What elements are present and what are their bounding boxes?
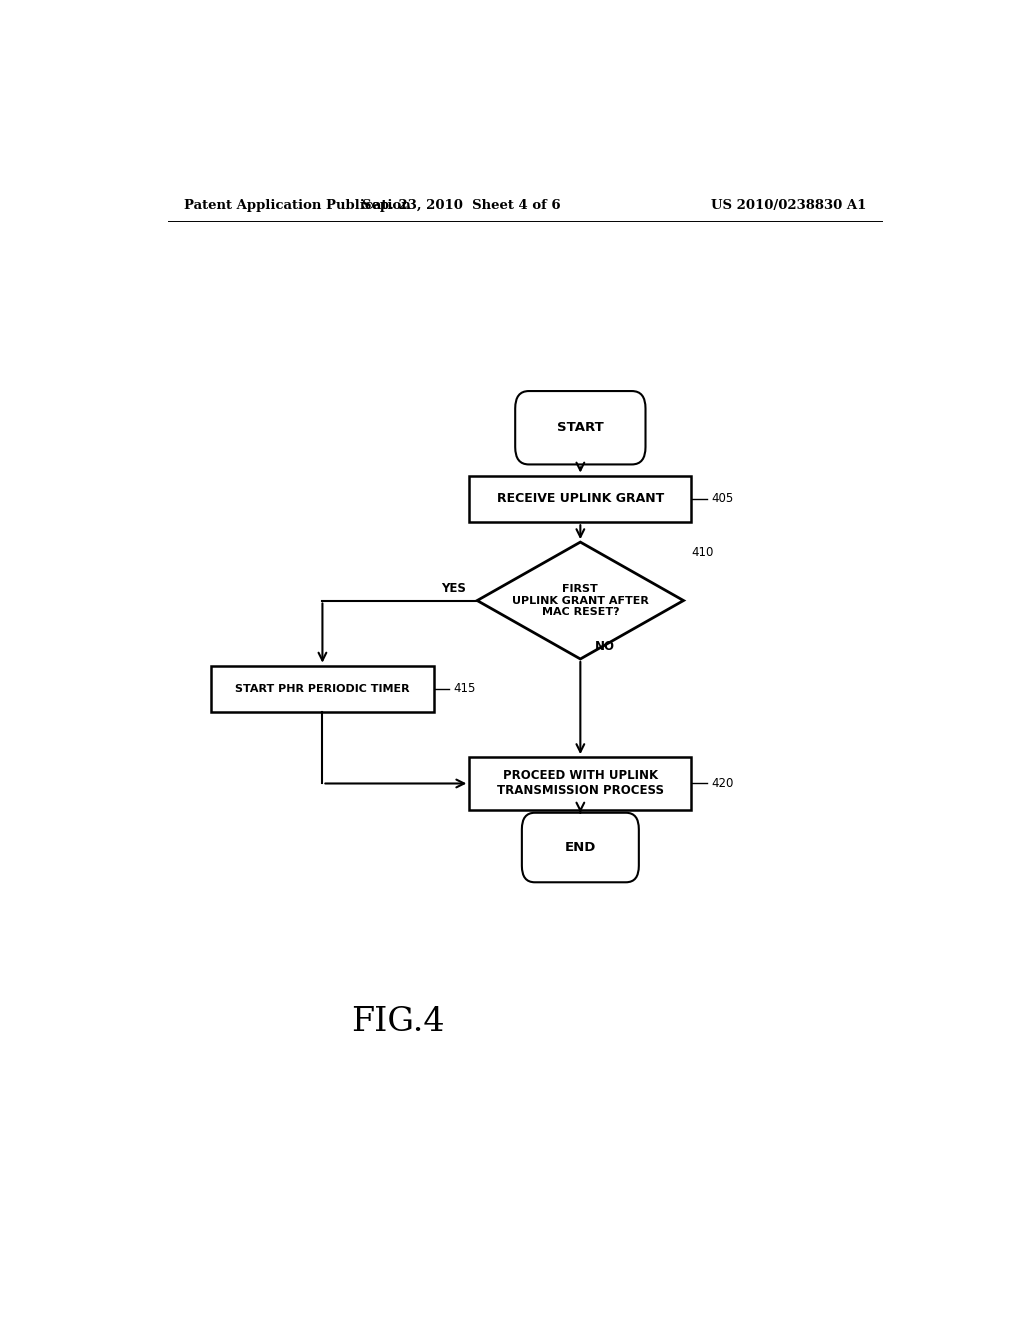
Text: Patent Application Publication: Patent Application Publication <box>183 198 411 211</box>
FancyBboxPatch shape <box>515 391 645 465</box>
FancyBboxPatch shape <box>211 665 433 713</box>
Text: 410: 410 <box>691 545 714 558</box>
Text: START: START <box>557 421 604 434</box>
Text: RECEIVE UPLINK GRANT: RECEIVE UPLINK GRANT <box>497 492 664 506</box>
Text: FIRST
UPLINK GRANT AFTER
MAC RESET?: FIRST UPLINK GRANT AFTER MAC RESET? <box>512 583 649 618</box>
Text: 405: 405 <box>712 492 733 506</box>
FancyBboxPatch shape <box>522 813 639 882</box>
Text: NO: NO <box>595 640 614 653</box>
Text: FIG.4: FIG.4 <box>351 1006 444 1039</box>
FancyBboxPatch shape <box>469 475 691 523</box>
Polygon shape <box>477 543 684 659</box>
Text: START PHR PERIODIC TIMER: START PHR PERIODIC TIMER <box>236 684 410 694</box>
Text: PROCEED WITH UPLINK
TRANSMISSION PROCESS: PROCEED WITH UPLINK TRANSMISSION PROCESS <box>497 770 664 797</box>
Text: 420: 420 <box>712 777 733 789</box>
Text: YES: YES <box>441 582 466 595</box>
Text: 415: 415 <box>454 682 476 696</box>
Text: END: END <box>564 841 596 854</box>
Text: Sep. 23, 2010  Sheet 4 of 6: Sep. 23, 2010 Sheet 4 of 6 <box>362 198 560 211</box>
FancyBboxPatch shape <box>469 758 691 810</box>
Text: US 2010/0238830 A1: US 2010/0238830 A1 <box>711 198 866 211</box>
